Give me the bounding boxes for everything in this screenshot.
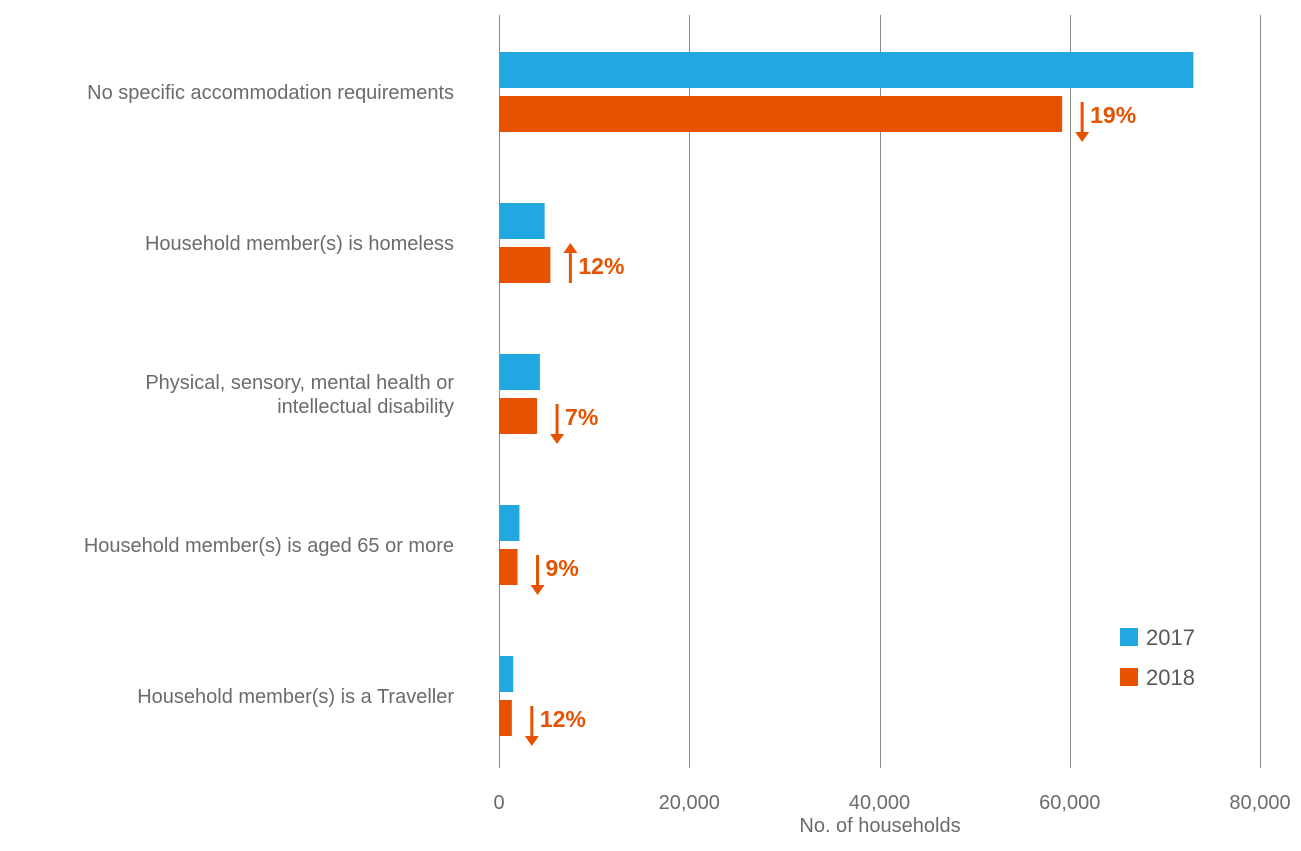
category-label: Physical, sensory, mental health or xyxy=(145,372,454,394)
down-arrow-head xyxy=(524,736,539,746)
change-percent-label: 9% xyxy=(546,555,579,581)
legend: 2017 2018 xyxy=(1120,625,1195,690)
change-annotation: 19% xyxy=(1075,102,1136,142)
category-label: No specific accommodation requirements xyxy=(87,82,454,104)
x-tick-label: 60,000 xyxy=(1039,792,1100,814)
category-label: Household member(s) is a Traveller xyxy=(137,686,454,708)
x-tick-label: 20,000 xyxy=(659,792,720,814)
bar-2017 xyxy=(499,505,520,541)
change-annotations: 19% 12% 7% 9% 12% xyxy=(524,102,1136,746)
category-label: Household member(s) is aged 65 or more xyxy=(84,535,454,557)
change-annotation: 9% xyxy=(530,555,579,595)
bar-2017 xyxy=(499,656,514,692)
x-tick-labels: 0 20,000 40,000 60,000 80,000 xyxy=(493,792,1290,814)
bar-2017 xyxy=(499,203,545,239)
change-annotation: 12% xyxy=(563,243,624,283)
category-label: Household member(s) is homeless xyxy=(145,233,454,255)
x-tick-label: 0 xyxy=(493,792,504,814)
bar-2018 xyxy=(499,96,1063,132)
legend-swatch-2018 xyxy=(1120,668,1138,686)
change-percent-label: 7% xyxy=(565,404,598,430)
x-axis-title: No. of households xyxy=(799,815,960,837)
down-arrow-head xyxy=(1075,132,1090,142)
down-arrow-head xyxy=(530,585,545,595)
x-tick-label: 40,000 xyxy=(849,792,910,814)
bar-2018 xyxy=(499,700,512,736)
up-arrow-head xyxy=(563,243,578,253)
bar-2018 xyxy=(499,549,518,585)
change-percent-label: 19% xyxy=(1090,102,1136,128)
change-percent-label: 12% xyxy=(578,253,624,279)
legend-label: 2018 xyxy=(1146,665,1195,690)
bar-2017 xyxy=(499,354,540,390)
legend-swatch-2017 xyxy=(1120,628,1138,646)
bars xyxy=(499,52,1194,736)
change-annotation: 7% xyxy=(550,404,598,444)
bar-2018 xyxy=(499,247,551,283)
change-percent-label: 12% xyxy=(540,706,586,732)
category-label: intellectual disability xyxy=(277,396,454,418)
category-labels: No specific accommodation requirements Ho… xyxy=(84,82,455,708)
bar-2017 xyxy=(499,52,1194,88)
legend-label: 2017 xyxy=(1146,625,1195,650)
gridlines xyxy=(499,15,1261,768)
down-arrow-head xyxy=(550,434,565,444)
bar-2018 xyxy=(499,398,538,434)
change-annotation: 12% xyxy=(524,706,586,746)
x-tick-label: 80,000 xyxy=(1229,792,1290,814)
